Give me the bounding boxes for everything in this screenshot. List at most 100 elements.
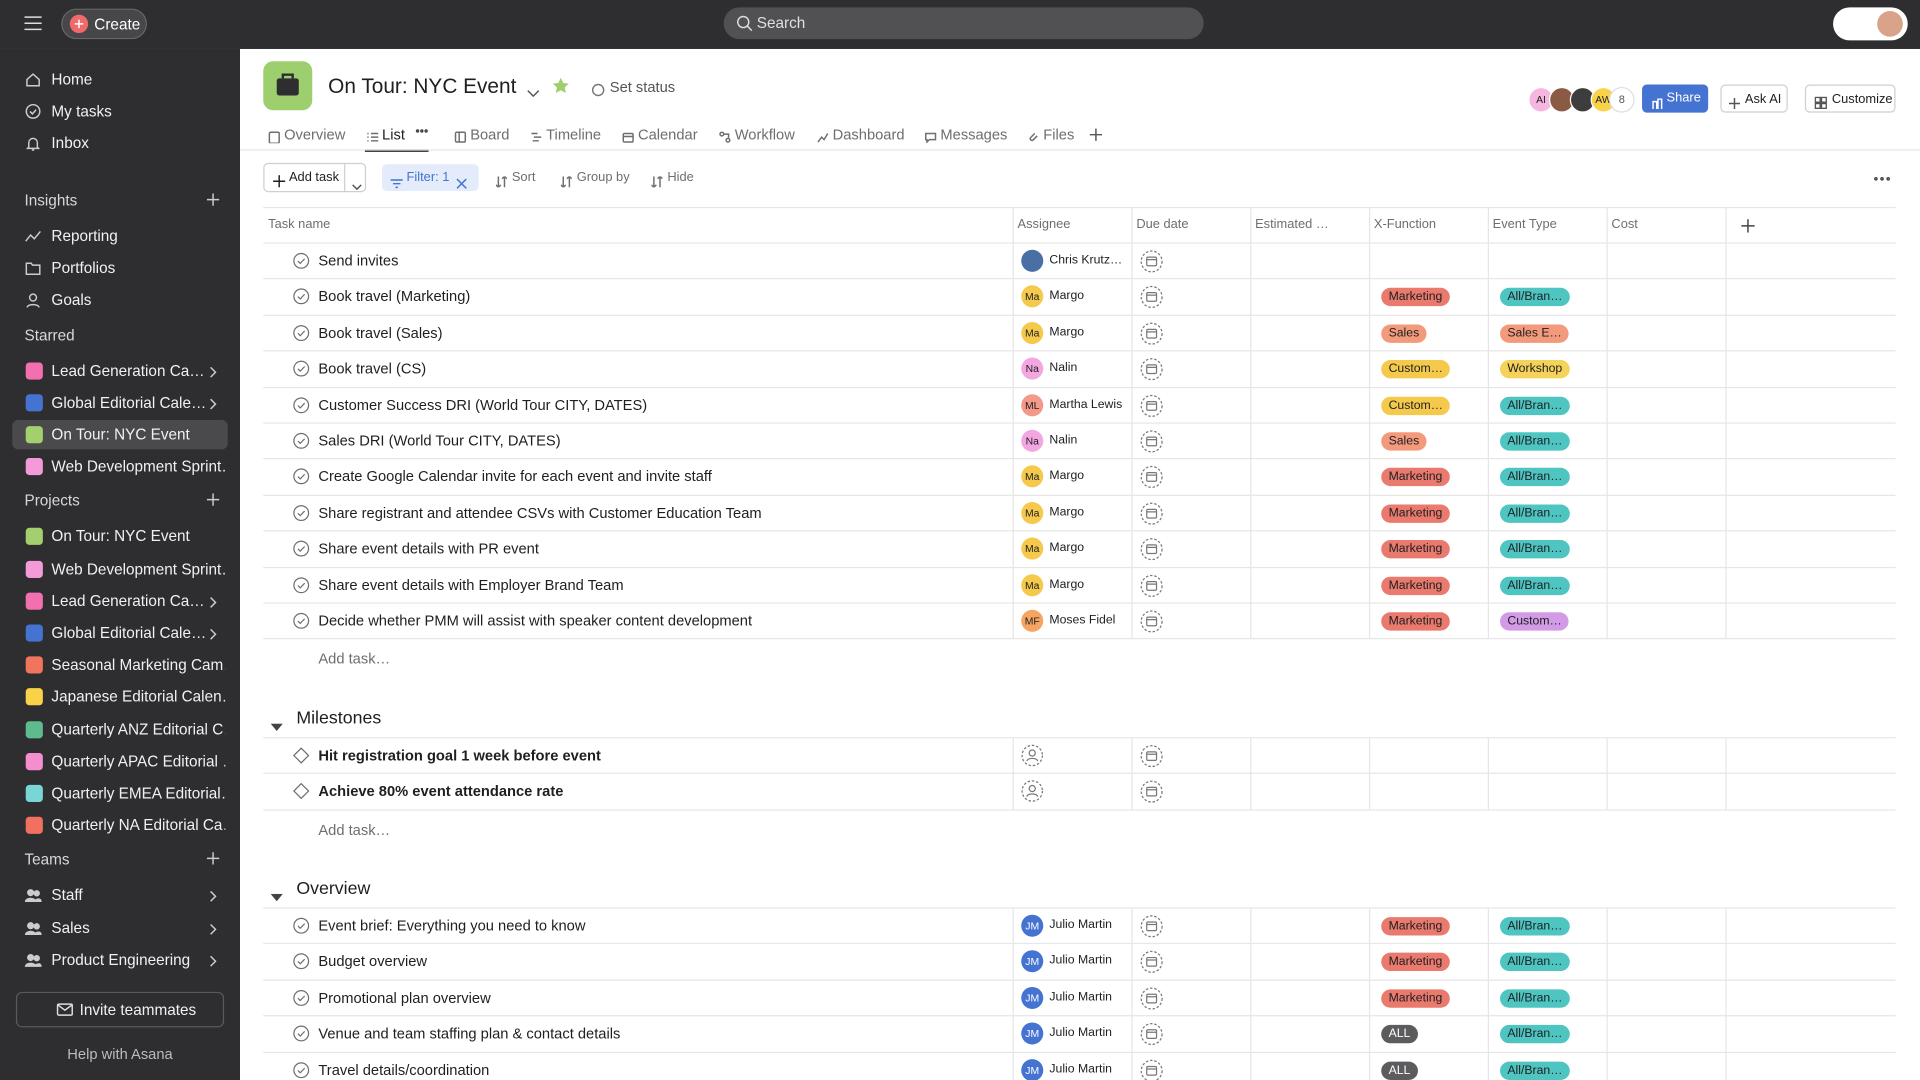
complete-check[interactable] <box>293 953 310 976</box>
due-date-empty[interactable] <box>1140 1023 1163 1052</box>
favorite-star[interactable] <box>552 77 569 100</box>
complete-check[interactable] <box>293 360 310 383</box>
sidebar-item[interactable]: Quarterly ANZ Editorial C… <box>12 715 228 744</box>
sidebar-item[interactable]: Product Engineering <box>12 945 228 974</box>
task-row[interactable]: Event brief: Everything you need to know… <box>263 908 1896 945</box>
column-header[interactable]: Event Type <box>1492 216 1557 232</box>
sidebar-item[interactable]: On Tour: NYC Event <box>12 522 228 551</box>
tab[interactable]: Calendar <box>621 124 698 150</box>
add-tab[interactable] <box>1089 126 1104 148</box>
add-task-button[interactable]: Add task <box>263 162 367 193</box>
task-row[interactable]: Send invites Chris Krutz… <box>263 243 1896 280</box>
complete-check[interactable] <box>293 612 310 635</box>
complete-check[interactable] <box>293 1061 310 1080</box>
column-header[interactable]: Estimated … <box>1255 216 1329 232</box>
due-date-empty[interactable] <box>1140 574 1163 603</box>
complete-check[interactable] <box>293 1025 310 1048</box>
task-row[interactable]: Sales DRI (World Tour CITY, DATES) Na Nali… <box>263 423 1896 460</box>
task-row[interactable]: Budget overview JM Julio Martin Marketing Al… <box>263 944 1896 981</box>
task-row[interactable]: Book travel (Marketing) Ma Margo Marketing A… <box>263 279 1896 316</box>
task-row[interactable]: Achieve 80% event attendance rate <box>263 774 1896 811</box>
tab[interactable]: Workflow <box>718 124 795 150</box>
sidebar-item[interactable]: Sales <box>12 913 228 942</box>
section-caret[interactable] <box>270 887 283 909</box>
add-column[interactable] <box>1741 217 1755 239</box>
due-date-empty[interactable] <box>1140 915 1163 944</box>
due-date-empty[interactable] <box>1140 394 1163 423</box>
add-button[interactable] <box>206 851 221 869</box>
share-button[interactable]: Share <box>1642 84 1709 113</box>
tab[interactable]: List <box>364 124 429 152</box>
complete-check[interactable] <box>293 576 310 599</box>
complete-check[interactable] <box>293 540 310 563</box>
filter-clear[interactable] <box>456 173 468 195</box>
column-header[interactable]: Task name <box>268 216 331 232</box>
due-date-empty[interactable] <box>1140 1059 1163 1080</box>
complete-check[interactable] <box>293 288 310 311</box>
due-date-empty[interactable] <box>1140 780 1163 809</box>
due-date-empty[interactable] <box>1140 466 1163 495</box>
sidebar-item[interactable]: Global Editorial Cale… <box>12 618 228 647</box>
set-status[interactable]: Set status <box>609 78 676 96</box>
task-row[interactable]: Book travel (CS) Na Nalin Custom… Workshop <box>263 351 1896 388</box>
assignee-empty[interactable] <box>1021 780 1044 808</box>
sidebar-item[interactable]: Staff <box>12 881 228 910</box>
filter-chip[interactable]: Filter: 1 <box>382 164 479 192</box>
sidebar-item[interactable]: Japanese Editorial Calen… <box>12 683 228 712</box>
more-options[interactable] <box>1873 170 1890 192</box>
menu-button[interactable] <box>23 15 43 38</box>
ask-ai-button[interactable]: Ask AI <box>1720 84 1788 113</box>
complete-check[interactable] <box>293 468 310 491</box>
due-date-empty[interactable] <box>1140 430 1163 459</box>
sidebar-item[interactable]: Lead Generation Ca… <box>12 586 228 615</box>
create-button[interactable]: Create <box>61 8 147 40</box>
tab[interactable]: Files <box>1026 124 1074 150</box>
complete-check[interactable] <box>293 989 310 1012</box>
complete-check[interactable] <box>293 324 310 347</box>
assignee-empty[interactable] <box>1021 744 1044 772</box>
add-button[interactable] <box>206 493 221 511</box>
task-row[interactable]: Hit registration goal 1 week before even… <box>263 738 1896 775</box>
due-date-empty[interactable] <box>1140 744 1163 773</box>
milestone-icon[interactable] <box>293 783 310 806</box>
tab[interactable]: Board <box>453 124 509 150</box>
tab[interactable]: Overview <box>267 124 345 150</box>
sidebar-item[interactable]: Portfolios <box>12 254 228 283</box>
section-caret[interactable] <box>270 716 283 738</box>
task-row[interactable]: Create Google Calendar invite for each e… <box>263 459 1896 496</box>
complete-check[interactable] <box>293 504 310 527</box>
add-task-dropdown[interactable] <box>351 175 362 197</box>
column-header[interactable]: Cost <box>1611 216 1638 232</box>
task-row[interactable]: Travel details/coordination JM Julio Marti… <box>263 1052 1895 1080</box>
sidebar-item[interactable]: Quarterly APAC Editorial … <box>12 747 228 776</box>
sidebar-item[interactable]: Quarterly EMEA Editorial… <box>12 779 228 808</box>
due-date-empty[interactable] <box>1140 987 1163 1016</box>
complete-check[interactable] <box>293 917 310 940</box>
nav-item[interactable]: Inbox <box>12 129 228 158</box>
due-date-empty[interactable] <box>1140 951 1163 980</box>
due-date-empty[interactable] <box>1140 358 1163 387</box>
invite-button[interactable]: Invite teammates <box>15 991 225 1028</box>
title-dropdown[interactable] <box>527 82 540 104</box>
add-task-row[interactable]: Add task… <box>318 821 391 839</box>
add-task-row[interactable]: Add task… <box>318 650 391 668</box>
sidebar-item[interactable]: Lead Generation Ca… <box>12 356 228 385</box>
nav-item[interactable]: Home <box>12 65 228 94</box>
sidebar-item[interactable]: Quarterly NA Editorial Ca… <box>12 811 228 840</box>
tab[interactable]: Dashboard <box>816 124 905 150</box>
tab[interactable]: Messages <box>923 124 1007 150</box>
due-date-empty[interactable] <box>1140 502 1163 531</box>
column-header[interactable]: Due date <box>1136 216 1189 232</box>
column-header[interactable]: X-Function <box>1373 216 1437 232</box>
complete-check[interactable] <box>293 432 310 455</box>
sidebar-item[interactable]: Web Development Sprint… <box>12 554 228 583</box>
task-row[interactable]: Share event details with PR event Ma Margo… <box>263 531 1896 568</box>
due-date-empty[interactable] <box>1140 538 1163 567</box>
task-row[interactable]: Share registrant and attendee CSVs with … <box>263 495 1896 532</box>
sidebar-item[interactable]: Reporting <box>12 222 228 251</box>
tab[interactable]: Timeline <box>529 124 601 150</box>
sidebar-item[interactable]: Global Editorial Cale… <box>12 388 228 417</box>
task-row[interactable]: Share event details with Employer Brand … <box>263 567 1896 604</box>
task-row[interactable]: Promotional plan overview JM Julio Martin M… <box>263 980 1896 1017</box>
column-header[interactable]: Assignee <box>1017 216 1071 232</box>
